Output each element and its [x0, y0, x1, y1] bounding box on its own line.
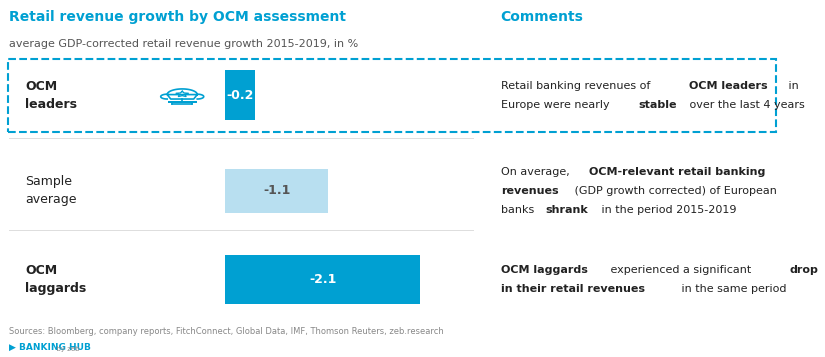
Text: -1.1: -1.1 — [263, 185, 290, 197]
Text: -0.2: -0.2 — [226, 89, 254, 102]
Text: stable: stable — [639, 100, 677, 110]
Bar — [225, 70, 255, 120]
Text: in the same period: in the same period — [677, 284, 786, 294]
Text: OCM
leaders: OCM leaders — [25, 80, 77, 111]
Text: ▶ BANKING HUB: ▶ BANKING HUB — [9, 343, 91, 352]
Text: over the last 4 years: over the last 4 years — [686, 100, 804, 110]
Text: (GDP growth corrected) of European: (GDP growth corrected) of European — [572, 186, 777, 196]
Text: Retail banking revenues of: Retail banking revenues of — [501, 81, 653, 91]
Text: by zeb: by zeb — [53, 346, 80, 352]
Bar — [225, 255, 421, 304]
Text: shrank: shrank — [546, 205, 588, 215]
Bar — [225, 169, 328, 213]
Text: OCM
laggards: OCM laggards — [25, 264, 87, 295]
Text: Comments: Comments — [501, 10, 583, 24]
Text: revenues: revenues — [501, 186, 559, 196]
Text: in their retail revenues: in their retail revenues — [501, 284, 644, 294]
Text: Sample
average: Sample average — [25, 175, 77, 206]
Text: experienced a significant: experienced a significant — [607, 265, 755, 275]
Text: -2.1: -2.1 — [309, 273, 337, 286]
Text: Europe were nearly: Europe were nearly — [501, 100, 613, 110]
Text: drop: drop — [790, 265, 818, 275]
Text: Sources: Bloomberg, company reports, FitchConnect, Global Data, IMF, Thomson Reu: Sources: Bloomberg, company reports, Fit… — [9, 327, 444, 336]
Text: in: in — [785, 81, 799, 91]
Text: in the period 2015-2019: in the period 2015-2019 — [598, 205, 737, 215]
Text: OCM leaders: OCM leaders — [689, 81, 767, 91]
Text: Retail revenue growth by OCM assessment: Retail revenue growth by OCM assessment — [9, 10, 346, 24]
Text: On average,: On average, — [501, 167, 573, 177]
Text: banks: banks — [501, 205, 537, 215]
Text: OCM-relevant retail banking: OCM-relevant retail banking — [590, 167, 766, 177]
Text: OCM laggards: OCM laggards — [501, 265, 587, 275]
Text: average GDP-corrected retail revenue growth 2015-2019, in %: average GDP-corrected retail revenue gro… — [9, 39, 359, 49]
